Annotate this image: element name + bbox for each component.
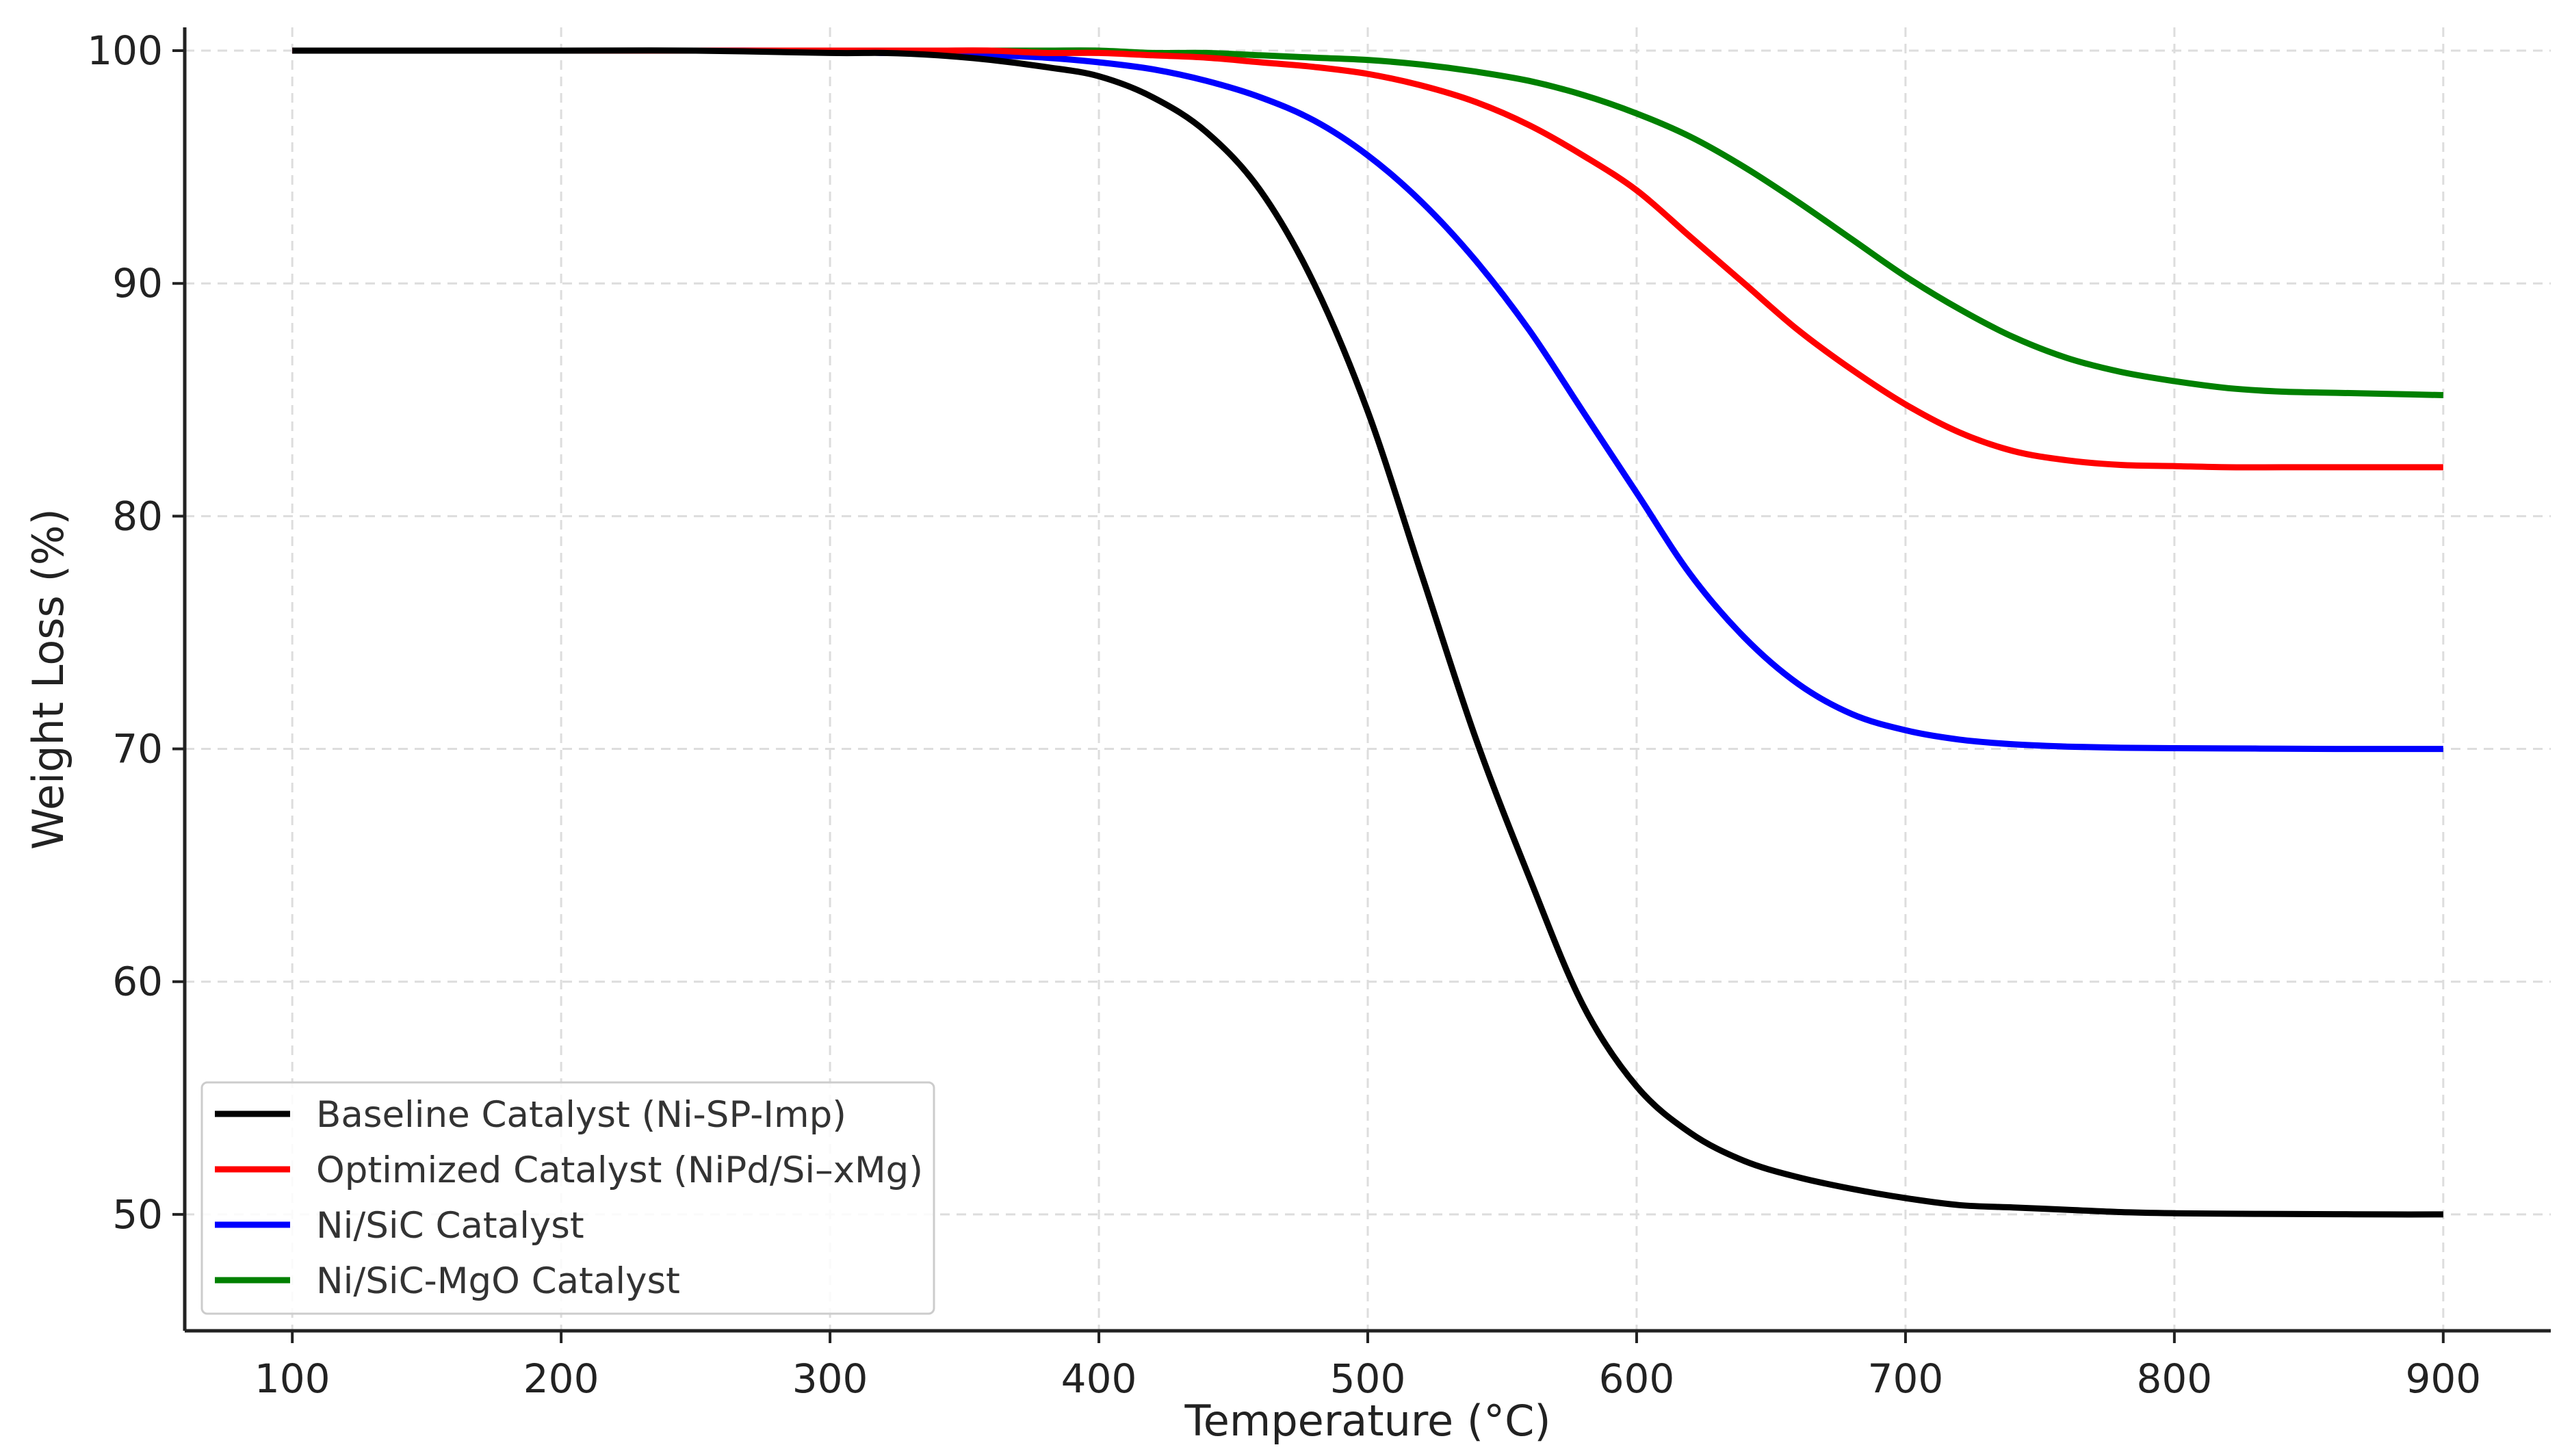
- x-tick-label-200: 200: [523, 1355, 599, 1402]
- y-tick-label-60: 60: [112, 959, 163, 1005]
- series-line-baseline: [292, 47, 2443, 1218]
- x-tick-label-700: 700: [1868, 1355, 1944, 1402]
- legend: Baseline Catalyst (Ni-SP-Imp) Optimized …: [200, 1081, 935, 1315]
- x-tick-label-900: 900: [2405, 1355, 2481, 1402]
- y-tick-label-90: 90: [112, 260, 163, 307]
- y-axis-title: Weight Loss (%): [23, 508, 73, 850]
- y-tick-label-50: 50: [112, 1191, 163, 1238]
- legend-label-optimized: Optimized Catalyst (NiPd/Si–xMg): [316, 1149, 923, 1191]
- x-tick-label-100: 100: [255, 1355, 330, 1402]
- legend-label-ni-sic: Ni/SiC Catalyst: [316, 1205, 584, 1247]
- x-tick-label-600: 600: [1599, 1355, 1675, 1402]
- x-axis-title: Temperature (°C): [1184, 1396, 1550, 1446]
- y-tick-label-70: 70: [112, 726, 163, 772]
- grid: [185, 27, 2551, 1331]
- x-tick-label-500: 500: [1330, 1355, 1406, 1402]
- legend-label-baseline: Baseline Catalyst (Ni-SP-Imp): [316, 1094, 846, 1136]
- data-lines: [292, 47, 2443, 1218]
- x-tick-label-800: 800: [2137, 1355, 2213, 1402]
- ticks: 100 200 300 400 500 600 700 800 900 50 60 70 80 90 100: [87, 27, 2481, 1402]
- x-tick-label-400: 400: [1061, 1355, 1137, 1402]
- legend-label-ni-sic-mgo: Ni/SiC-MgO Catalyst: [316, 1260, 680, 1302]
- y-tick-label-100: 100: [87, 27, 163, 74]
- x-tick-label-300: 300: [792, 1355, 868, 1402]
- y-tick-label-80: 80: [112, 493, 163, 539]
- legend-frame: [200, 1081, 935, 1315]
